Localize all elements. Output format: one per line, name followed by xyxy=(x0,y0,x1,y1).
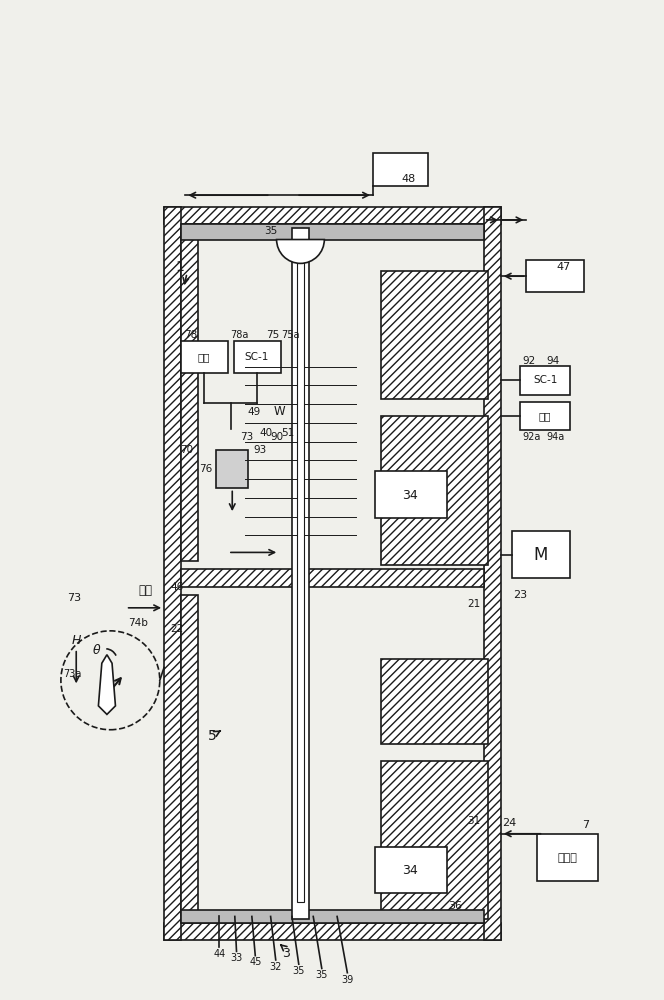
Text: 31: 31 xyxy=(467,816,480,826)
Text: W: W xyxy=(274,405,285,418)
Bar xyxy=(181,910,484,923)
Bar xyxy=(164,207,181,940)
Text: 36: 36 xyxy=(448,901,461,911)
Text: 49: 49 xyxy=(247,407,260,417)
Text: 34: 34 xyxy=(402,864,418,877)
Text: 78a: 78a xyxy=(230,330,248,340)
Text: 23: 23 xyxy=(513,590,528,600)
Bar xyxy=(181,233,198,561)
Text: 93: 93 xyxy=(254,445,267,455)
Text: 73: 73 xyxy=(240,432,254,442)
Text: 51: 51 xyxy=(281,428,294,438)
Text: SC-1: SC-1 xyxy=(533,375,557,385)
Bar xyxy=(512,531,570,578)
Text: 35: 35 xyxy=(264,226,278,236)
Text: 47: 47 xyxy=(556,262,570,272)
Text: 75a: 75a xyxy=(281,330,299,340)
Bar xyxy=(381,271,488,399)
Text: 78: 78 xyxy=(184,330,197,340)
Bar xyxy=(521,402,570,430)
Bar xyxy=(181,224,484,240)
Bar xyxy=(292,228,309,919)
Text: 21: 21 xyxy=(467,599,480,609)
Text: 33: 33 xyxy=(230,953,242,963)
Bar xyxy=(537,834,598,881)
Text: 92a: 92a xyxy=(522,432,540,442)
Text: 45: 45 xyxy=(249,957,262,967)
Text: 76: 76 xyxy=(199,464,212,474)
Text: 94a: 94a xyxy=(546,432,564,442)
Bar xyxy=(216,450,248,488)
Text: 48: 48 xyxy=(401,174,415,184)
Bar xyxy=(374,847,447,893)
Text: H: H xyxy=(72,634,81,647)
Text: 3: 3 xyxy=(282,947,290,960)
Text: 40: 40 xyxy=(260,428,273,438)
Bar xyxy=(234,341,281,373)
Text: 73a: 73a xyxy=(64,669,82,679)
Bar xyxy=(381,659,488,744)
Bar xyxy=(297,245,304,902)
Text: 70: 70 xyxy=(181,445,194,455)
Text: 气体: 气体 xyxy=(138,584,152,597)
Text: SC-1: SC-1 xyxy=(245,352,269,362)
Text: 纯水: 纯水 xyxy=(198,352,210,362)
Text: 22: 22 xyxy=(170,624,183,634)
Text: θ: θ xyxy=(93,644,100,657)
Text: 32: 32 xyxy=(270,962,282,972)
Bar xyxy=(181,569,484,587)
Text: 5: 5 xyxy=(208,729,217,743)
Bar xyxy=(164,923,501,940)
Text: 7: 7 xyxy=(582,820,590,830)
Bar xyxy=(521,366,570,395)
Text: 控制部: 控制部 xyxy=(557,853,577,863)
Bar xyxy=(527,260,584,292)
Text: 73: 73 xyxy=(68,593,82,603)
Text: 75: 75 xyxy=(266,330,280,340)
Text: 35: 35 xyxy=(315,970,328,980)
Text: 24: 24 xyxy=(502,818,517,828)
Wedge shape xyxy=(277,240,324,263)
Text: 90: 90 xyxy=(271,432,284,442)
Polygon shape xyxy=(98,655,116,714)
Text: 44: 44 xyxy=(213,949,226,959)
Text: 74b: 74b xyxy=(129,618,149,628)
Bar xyxy=(181,595,198,915)
Bar xyxy=(373,153,428,186)
Text: 纯水: 纯水 xyxy=(539,411,551,421)
Bar xyxy=(374,471,447,518)
Text: 39: 39 xyxy=(341,975,353,985)
Text: 46: 46 xyxy=(170,582,183,592)
Bar xyxy=(381,416,488,565)
Text: 34: 34 xyxy=(402,489,418,502)
Text: 1: 1 xyxy=(175,260,184,274)
Bar xyxy=(164,207,501,224)
Text: 35: 35 xyxy=(293,966,305,976)
Bar xyxy=(381,761,488,919)
Bar xyxy=(181,341,228,373)
Text: M: M xyxy=(534,546,548,564)
Bar xyxy=(484,207,501,940)
Text: 94: 94 xyxy=(546,356,559,366)
Text: 92: 92 xyxy=(522,356,535,366)
